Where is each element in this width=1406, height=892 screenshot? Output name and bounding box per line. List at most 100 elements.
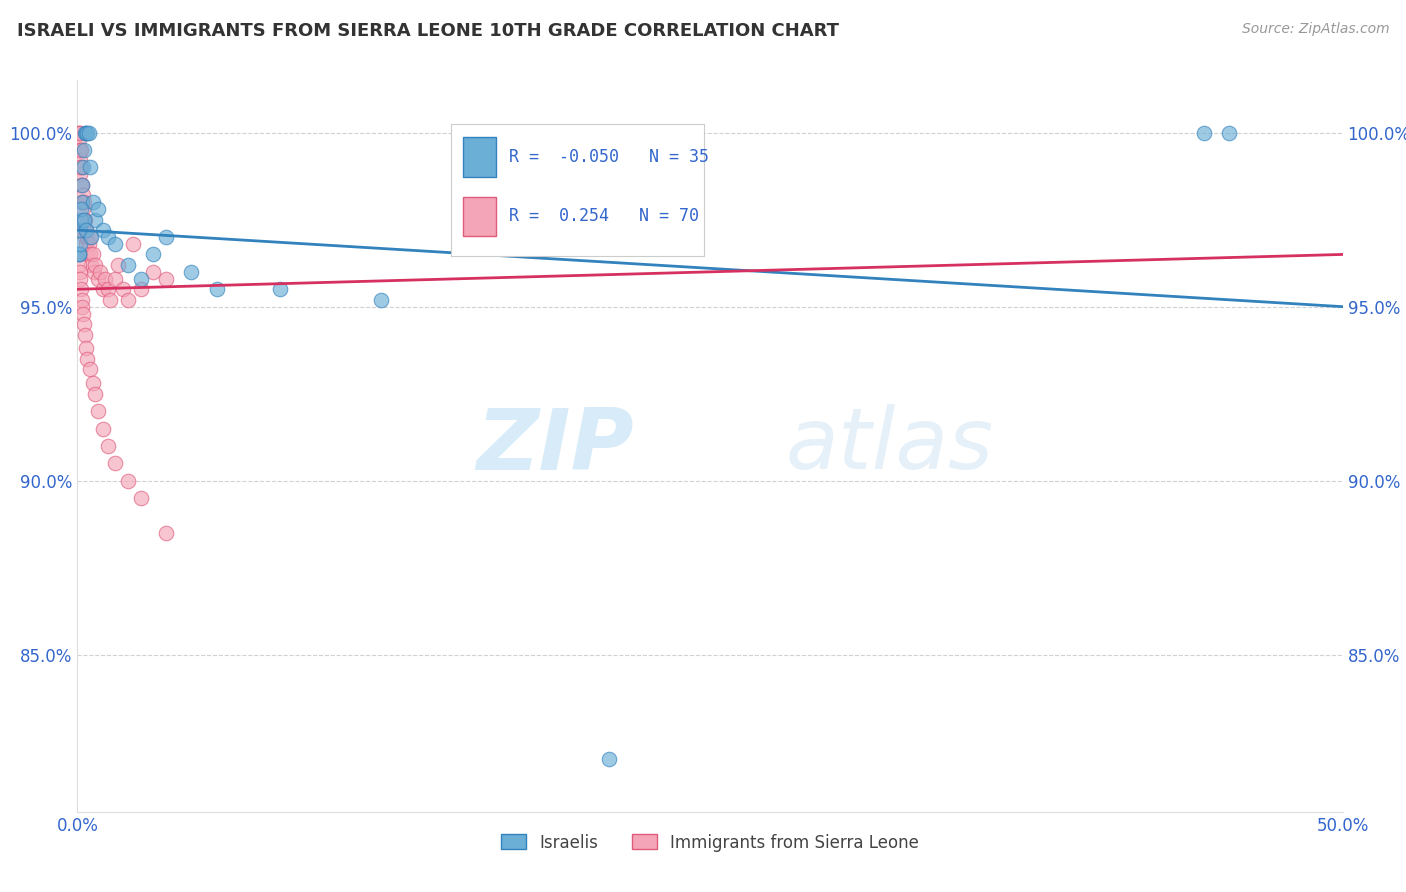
Point bbox=[73, 230, 96, 244]
Point bbox=[142, 265, 165, 279]
Point bbox=[72, 212, 94, 227]
Point bbox=[104, 272, 127, 286]
Point bbox=[75, 342, 97, 356]
Point bbox=[79, 230, 101, 244]
Point bbox=[75, 223, 97, 237]
Point bbox=[70, 202, 93, 216]
Point bbox=[69, 153, 91, 168]
Point bbox=[129, 272, 152, 286]
Point bbox=[104, 237, 127, 252]
Point bbox=[91, 282, 114, 296]
Point bbox=[69, 167, 91, 181]
Point bbox=[70, 195, 93, 210]
Point bbox=[73, 223, 96, 237]
Point bbox=[89, 265, 111, 279]
Point bbox=[86, 202, 108, 216]
Point bbox=[79, 161, 101, 175]
Point bbox=[155, 526, 177, 541]
Point bbox=[82, 195, 104, 210]
Point bbox=[75, 126, 97, 140]
Point bbox=[117, 293, 139, 307]
Point bbox=[75, 237, 97, 252]
Point bbox=[67, 247, 90, 261]
Point bbox=[122, 237, 145, 252]
Text: ISRAELI VS IMMIGRANTS FROM SIERRA LEONE 10TH GRADE CORRELATION CHART: ISRAELI VS IMMIGRANTS FROM SIERRA LEONE … bbox=[17, 22, 839, 40]
Point bbox=[73, 317, 96, 331]
Point bbox=[77, 126, 100, 140]
Point bbox=[205, 282, 228, 296]
Point bbox=[67, 143, 90, 157]
Point bbox=[72, 195, 94, 210]
Point bbox=[70, 178, 93, 192]
Point bbox=[67, 247, 90, 261]
Point bbox=[69, 126, 91, 140]
Point bbox=[86, 404, 108, 418]
Point bbox=[73, 212, 96, 227]
Point bbox=[73, 126, 96, 140]
Point bbox=[155, 272, 177, 286]
Point bbox=[370, 293, 392, 307]
Point bbox=[1192, 126, 1215, 140]
Point bbox=[97, 439, 120, 453]
Point bbox=[80, 258, 103, 272]
Point bbox=[84, 212, 107, 227]
Point bbox=[75, 223, 97, 237]
Point bbox=[79, 362, 101, 376]
Point bbox=[69, 265, 91, 279]
Point bbox=[67, 132, 90, 146]
Point bbox=[180, 265, 202, 279]
Point bbox=[67, 258, 90, 272]
Point bbox=[72, 202, 94, 216]
Point bbox=[69, 237, 91, 252]
Point bbox=[86, 272, 108, 286]
Point bbox=[76, 351, 98, 366]
Point bbox=[77, 237, 100, 252]
Point bbox=[117, 474, 139, 488]
Point bbox=[1218, 126, 1240, 140]
Point bbox=[80, 230, 103, 244]
Point bbox=[70, 293, 93, 307]
Point bbox=[79, 247, 101, 261]
Point bbox=[91, 223, 114, 237]
Point bbox=[67, 247, 90, 261]
Point bbox=[69, 272, 91, 286]
Point bbox=[72, 300, 94, 314]
Point bbox=[72, 307, 94, 321]
Point bbox=[97, 230, 120, 244]
Point bbox=[76, 230, 98, 244]
Point bbox=[70, 178, 93, 192]
Point bbox=[72, 188, 94, 202]
Point bbox=[72, 178, 94, 192]
Point bbox=[82, 247, 104, 261]
Point bbox=[84, 258, 107, 272]
Point bbox=[73, 327, 96, 342]
Point bbox=[73, 143, 96, 157]
Point bbox=[73, 195, 96, 210]
Point bbox=[73, 212, 96, 227]
Point bbox=[82, 376, 104, 391]
Point bbox=[129, 491, 152, 506]
Text: atlas: atlas bbox=[786, 404, 994, 488]
Point bbox=[67, 126, 90, 140]
Point bbox=[70, 161, 93, 175]
Text: Source: ZipAtlas.com: Source: ZipAtlas.com bbox=[1241, 22, 1389, 37]
Point bbox=[91, 421, 114, 435]
Text: ZIP: ZIP bbox=[477, 404, 634, 488]
Point bbox=[107, 258, 129, 272]
Point bbox=[69, 143, 91, 157]
Point bbox=[129, 282, 152, 296]
Point bbox=[142, 247, 165, 261]
Point bbox=[69, 161, 91, 175]
Point bbox=[155, 230, 177, 244]
Point bbox=[111, 282, 134, 296]
Point bbox=[76, 126, 98, 140]
Point bbox=[69, 223, 91, 237]
Point bbox=[98, 293, 121, 307]
Point bbox=[70, 212, 93, 227]
Point bbox=[104, 457, 127, 471]
Point bbox=[70, 143, 93, 157]
Point bbox=[72, 161, 94, 175]
Point bbox=[94, 272, 117, 286]
Point bbox=[83, 265, 105, 279]
Point bbox=[76, 247, 98, 261]
